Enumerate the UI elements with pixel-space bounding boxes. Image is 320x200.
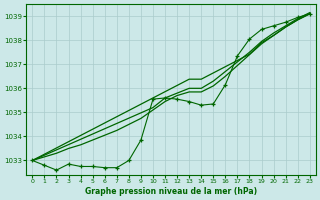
X-axis label: Graphe pression niveau de la mer (hPa): Graphe pression niveau de la mer (hPa) (85, 187, 257, 196)
